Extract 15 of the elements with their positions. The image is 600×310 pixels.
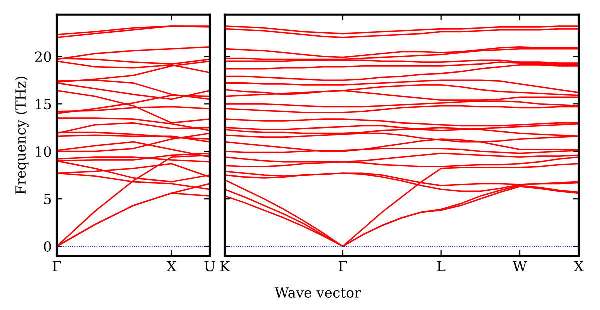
x-tick-label: X <box>166 261 177 272</box>
y-tick-label: 5 <box>44 194 52 205</box>
x-tick-label: Γ <box>338 261 348 272</box>
x-tick-label: W <box>512 261 528 272</box>
x-tick-label: X <box>574 261 584 272</box>
x-axis-title: Wave vector <box>274 288 362 298</box>
y-tick-label: 10 <box>36 146 52 158</box>
x-tick-label: Γ <box>52 261 62 272</box>
y-tick-label: 0 <box>44 242 52 252</box>
x-tick-label: U <box>204 261 216 272</box>
y-tick-label: 15 <box>36 99 52 110</box>
y-axis-title: Frequency (THz) <box>15 77 29 194</box>
x-tick-label: K <box>220 261 230 272</box>
y-tick-label: 20 <box>35 52 52 62</box>
x-tick-label: L <box>437 261 446 272</box>
